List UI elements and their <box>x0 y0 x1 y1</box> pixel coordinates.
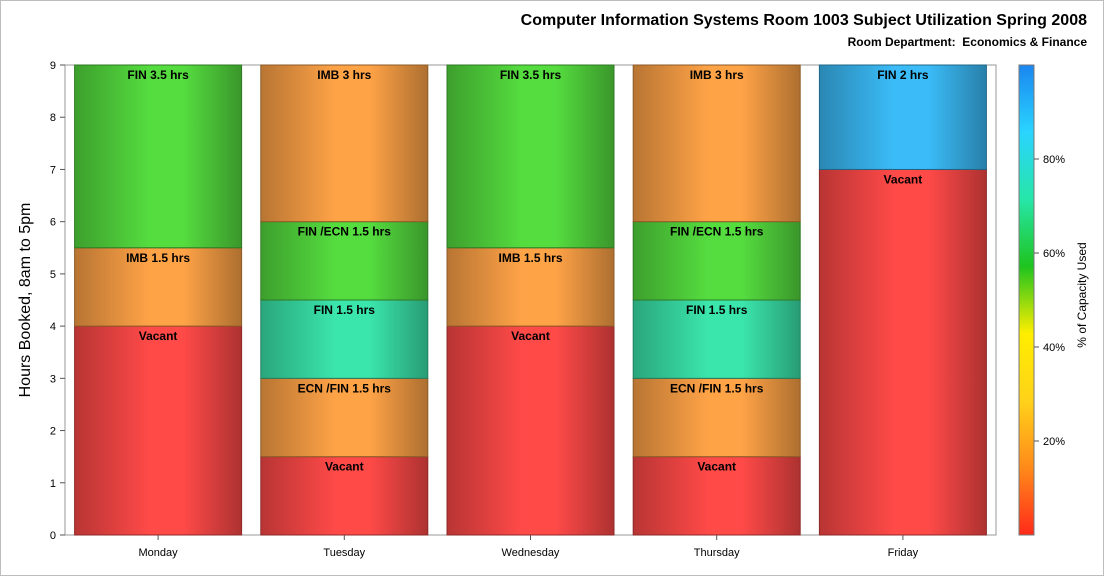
bar-segment-label: Vacant <box>139 329 178 343</box>
bar-stack-monday: Vacant IMB 1.5 hrs FIN 3.5 hrs <box>74 64 243 536</box>
colorbar-legend: 20% 40% 60% 80% <box>1018 64 1065 536</box>
y-tick-label: 0 <box>50 530 56 542</box>
bar-stack-thursday: Vacant ECN /FIN 1.5 hrs FIN 1.5 hrs FIN /EC… <box>632 64 801 536</box>
bar-segment <box>74 325 243 536</box>
y-tick-label: 8 <box>50 112 56 124</box>
bar-segment <box>74 64 243 249</box>
x-tick-label: Thursday <box>694 547 740 559</box>
bar-segment <box>632 299 801 379</box>
x-axis: Monday Tuesday Wednesday Thursday Friday <box>139 535 919 559</box>
x-tick-label: Tuesday <box>323 547 365 559</box>
y-axis: 0 1 2 3 4 5 6 7 8 9 <box>50 60 65 542</box>
bar-segment-label: FIN 1.5 hrs <box>686 303 748 317</box>
bar-stack-friday: Vacant FIN 2 hrs <box>818 64 987 536</box>
bar-stack-tuesday: Vacant ECN /FIN 1.5 hrs FIN 1.5 hrs FIN /EC… <box>260 64 429 536</box>
y-tick-label: 7 <box>50 164 56 176</box>
colorbar-tick-label: 60% <box>1043 248 1065 260</box>
bar-segment <box>74 247 243 327</box>
bar-segment-label: IMB 3 hrs <box>317 68 371 82</box>
bar-segment <box>446 64 615 249</box>
bar-segment <box>818 168 987 536</box>
bar-segment-label: FIN 2 hrs <box>877 68 929 82</box>
y-tick-label: 1 <box>50 478 56 490</box>
bar-segment <box>632 221 801 301</box>
bar-segment-label: FIN 1.5 hrs <box>314 303 376 317</box>
bar-segment-label: IMB 1.5 hrs <box>126 251 190 265</box>
y-axis-label: Hours Booked, 8am to 5pm <box>17 203 34 398</box>
y-tick-label: 5 <box>50 269 56 281</box>
bar-segment-label: Vacant <box>325 460 364 474</box>
colorbar-label: % of Capacity Used <box>1075 242 1089 347</box>
bar-segment <box>446 247 615 327</box>
bar-segment <box>446 325 615 536</box>
y-tick-label: 2 <box>50 426 56 438</box>
y-tick-label: 4 <box>50 321 56 333</box>
bar-segment <box>260 299 429 379</box>
colorbar-tick-label: 80% <box>1043 154 1065 166</box>
bar-segment-label: IMB 3 hrs <box>690 68 744 82</box>
bar-segment-label: FIN 3.5 hrs <box>500 68 562 82</box>
x-tick-label: Monday <box>139 547 179 559</box>
bar-segment-label: FIN /ECN 1.5 hrs <box>670 225 764 239</box>
bar-segment <box>260 377 429 458</box>
bar-segment-label: ECN /FIN 1.5 hrs <box>670 381 764 395</box>
bar-segment-label: ECN /FIN 1.5 hrs <box>298 381 392 395</box>
bar-segment-label: FIN 3.5 hrs <box>127 68 189 82</box>
colorbar-tick-label: 40% <box>1043 342 1065 354</box>
colorbar-tick-label: 20% <box>1043 436 1065 448</box>
x-tick-label: Wednesday <box>502 547 560 559</box>
bars-group: Vacant IMB 1.5 hrs FIN 3.5 hrs Vacant ECN /F… <box>74 64 987 536</box>
bar-segment <box>260 221 429 301</box>
chart-title: Computer Information Systems Room 1003 S… <box>520 12 1087 29</box>
bar-segment <box>632 456 801 536</box>
plot-area: Vacant IMB 1.5 hrs FIN 3.5 hrs Vacant ECN /F… <box>50 60 997 559</box>
bar-segment <box>632 377 801 458</box>
bar-segment-label: IMB 1.5 hrs <box>498 251 562 265</box>
bar-stack-wednesday: Vacant IMB 1.5 hrs FIN 3.5 hrs <box>446 64 615 536</box>
y-tick-label: 9 <box>50 60 56 72</box>
y-tick-label: 3 <box>50 373 56 385</box>
bar-segment-label: Vacant <box>511 329 550 343</box>
bar-segment <box>260 64 429 223</box>
bar-segment-label: Vacant <box>697 460 736 474</box>
bar-segment <box>818 64 987 170</box>
colorbar-ramp <box>1018 64 1035 536</box>
bar-segment-label: Vacant <box>884 172 923 186</box>
chart-subtitle: Room Department: Economics & Finance <box>847 35 1087 49</box>
bar-segment <box>632 64 801 223</box>
bar-segment-label: FIN /ECN 1.5 hrs <box>298 225 392 239</box>
y-tick-label: 6 <box>50 217 56 229</box>
x-tick-label: Friday <box>888 547 919 559</box>
